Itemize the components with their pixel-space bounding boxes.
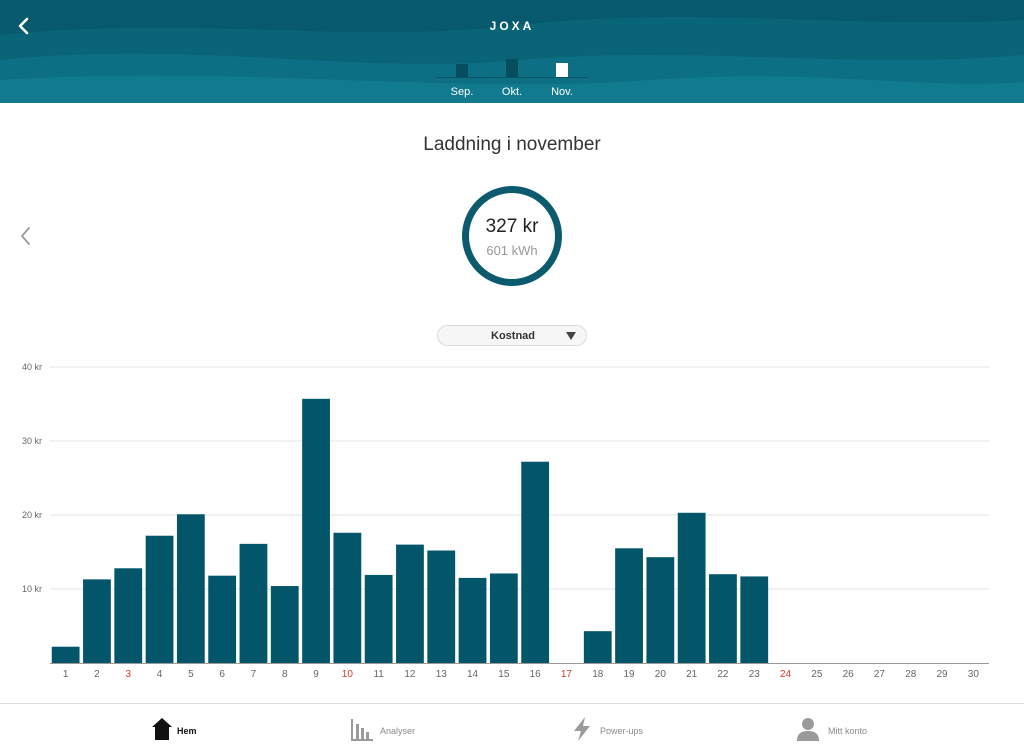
x-tick-label: 19 [623,669,635,680]
bar-day-23[interactable] [740,576,769,663]
y-tick-label: 10 kr [22,584,42,594]
y-tick-label: 40 kr [22,362,42,372]
header-wave-background [0,0,1024,103]
person-icon [797,718,819,741]
x-tick-label: 4 [157,669,163,680]
month-label-okt[interactable]: Okt. [501,86,523,98]
app-title: JOXA [489,19,535,33]
nav-item-power-ups[interactable]: Power-ups [570,704,660,753]
nav-item-mitt-konto[interactable]: Mitt konto [796,704,886,753]
metric-dropdown[interactable]: Kostnad [437,325,587,346]
x-tick-label: 20 [655,669,667,680]
x-tick-label: 11 [373,669,384,680]
x-tick-label: 13 [436,669,448,680]
bar-day-14[interactable] [458,577,487,663]
bar-day-19[interactable] [615,548,643,663]
summary-ring [462,186,562,286]
x-tick-label: 1 [63,669,69,680]
page-title: Laddning i november [423,134,601,155]
x-tick-label: 18 [592,669,604,680]
x-tick-label: 9 [313,669,319,680]
x-tick-label: 16 [530,669,542,680]
bar-day-6[interactable] [208,575,237,663]
x-tick-label: 27 [874,669,886,680]
month-baseline [436,77,588,78]
month-label-nov[interactable]: Nov. [551,86,573,98]
x-tick-label: 24 [780,669,792,680]
x-tick-label: 22 [717,669,729,680]
month-bar-sep[interactable] [456,64,468,77]
bar-day-21[interactable] [677,512,706,663]
x-tick-label: 29 [936,669,948,680]
bar-day-18[interactable] [583,631,612,663]
x-tick-label: 15 [498,669,510,680]
metric-dropdown-label: Kostnad [491,330,535,342]
app-header: JOXA Sep. Okt. Nov. [0,0,1024,103]
x-tick-label: 6 [219,669,225,680]
bar-day-20[interactable] [646,557,675,663]
bar-day-2[interactable] [83,579,111,663]
x-tick-label: 12 [404,669,416,680]
x-tick-label: 8 [282,669,288,680]
nav-label-mitt-konto: Mitt konto [828,726,868,736]
bar-chart-icon [351,719,373,741]
bar-day-5[interactable] [176,514,205,663]
bar-day-8[interactable] [270,586,299,663]
nav-item-analyser[interactable]: Analyser [350,704,440,753]
bar-day-22[interactable] [709,574,737,663]
month-selector: Sep. Okt. Nov. [436,46,588,102]
y-tick-label: 20 kr [22,510,42,520]
bar-day-7[interactable] [239,543,268,663]
bar-day-16[interactable] [521,461,550,663]
bar-day-9[interactable] [302,398,330,663]
home-icon [152,718,172,740]
x-tick-label: 2 [94,669,100,680]
previous-period-chevron-icon[interactable] [16,224,36,248]
x-tick-label: 10 [342,669,354,680]
x-tick-label: 23 [749,669,761,680]
bar-day-11[interactable] [364,574,393,663]
lightning-icon [574,717,590,741]
bar-day-4[interactable] [145,535,174,663]
bar-day-1[interactable] [51,646,80,663]
nav-label-analyser: Analyser [380,726,416,736]
total-energy: 601 kWh [486,243,538,258]
x-tick-label: 14 [467,669,479,680]
bottom-nav: Hem Analyser Power-ups Mitt konto [0,703,1024,753]
bar-day-10[interactable] [333,532,362,663]
bar-day-13[interactable] [427,550,456,663]
y-tick-label: 30 kr [22,436,42,446]
x-tick-label: 7 [251,669,257,680]
total-cost: 327 kr [485,216,539,237]
nav-label-hem: Hem [177,726,197,736]
x-tick-label: 21 [686,669,698,680]
month-bar-nov[interactable] [556,63,568,77]
caret-down-icon [566,332,576,340]
x-tick-label: 30 [968,669,980,680]
x-tick-label: 5 [188,669,194,680]
back-chevron-icon[interactable] [12,14,36,38]
x-tick-label: 28 [905,669,917,680]
month-bar-okt[interactable] [506,59,518,77]
x-tick-label: 3 [125,669,131,680]
nav-item-hem[interactable]: Hem [150,704,230,753]
x-tick-label: 17 [561,669,573,680]
x-tick-label: 26 [843,669,855,680]
nav-label-power-ups: Power-ups [600,726,644,736]
bar-day-3[interactable] [114,568,143,663]
x-tick-label: 25 [811,669,823,680]
bar-day-12[interactable] [396,544,424,663]
month-label-sep[interactable]: Sep. [450,86,474,98]
bar-day-15[interactable] [489,573,518,663]
